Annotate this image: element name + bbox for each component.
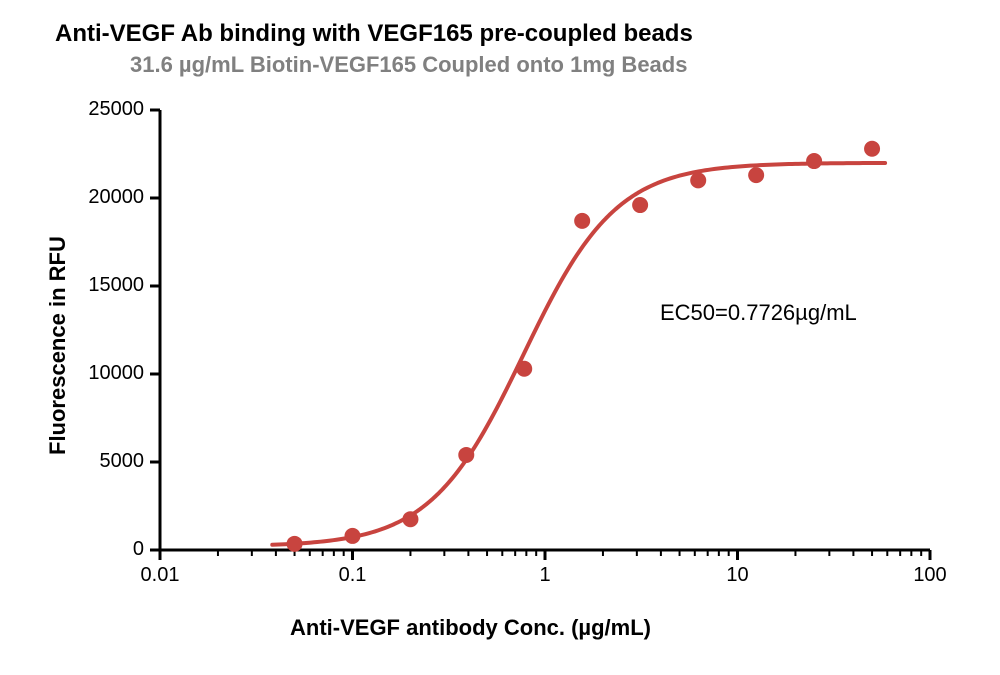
y-tick-label: 10000	[88, 362, 144, 385]
x-tick-label: 1	[515, 564, 575, 587]
y-tick-label: 15000	[88, 274, 144, 297]
x-tick-label: 0.01	[130, 564, 190, 587]
x-tick-label: 100	[900, 564, 960, 587]
chart-container: Anti-VEGF Ab binding with VEGF165 pre-co…	[0, 0, 1000, 675]
x-tick-label: 0.1	[323, 564, 383, 587]
y-tick-label: 0	[133, 538, 144, 561]
y-tick-label: 20000	[88, 186, 144, 209]
y-tick-label: 5000	[100, 450, 145, 473]
y-tick-label: 25000	[88, 98, 144, 121]
x-tick-label: 10	[708, 564, 768, 587]
